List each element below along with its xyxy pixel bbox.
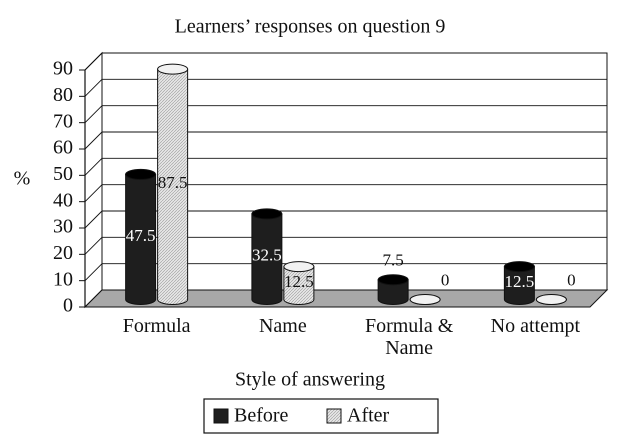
x-axis-label: Style of answering (235, 369, 385, 391)
y-tick-label: 20 (53, 242, 73, 264)
grid-line-side (84, 131, 103, 150)
legend-box (203, 398, 439, 434)
x-tick-label: No attempt (490, 315, 581, 337)
legend-label: Before (234, 405, 289, 427)
grid-line-side (84, 237, 103, 255)
bar (377, 279, 409, 305)
grid-line-side (84, 105, 103, 123)
y-tick-label: 50 (53, 163, 73, 185)
data-label: 7.5 (383, 251, 404, 270)
bar-top (157, 63, 189, 75)
bar (157, 68, 189, 305)
left-wall (84, 51, 103, 309)
bar (125, 173, 157, 305)
bar-top (377, 274, 409, 286)
bar-top (503, 261, 535, 273)
grid-line-side (84, 79, 103, 97)
grid-line-side (84, 210, 103, 229)
bar-top (283, 261, 315, 273)
y-tick-label: 40 (53, 189, 73, 211)
y-tick-label: 80 (53, 84, 73, 106)
y-tick-label: 0 (63, 295, 73, 317)
floor (83, 289, 609, 308)
bar (283, 266, 315, 305)
legend-label: After (347, 405, 390, 427)
data-label: 12.5 (505, 272, 535, 291)
data-label: 0 (567, 270, 576, 289)
data-label: 47.5 (126, 226, 156, 245)
grid-line-side (84, 184, 103, 202)
y-tick-label: 10 (53, 268, 73, 290)
bar-top (409, 294, 441, 305)
x-tick-label: Formula & Name (364, 315, 454, 359)
bar-top (535, 294, 567, 305)
legend-swatch (326, 408, 342, 424)
data-label: 12.5 (284, 272, 314, 291)
y-tick-label: 60 (53, 137, 73, 159)
bar-top (251, 208, 283, 220)
data-label: 87.5 (158, 173, 188, 192)
y-tick-label: 30 (53, 216, 73, 238)
chart-title: Learners’ responses on question 9 (175, 16, 446, 38)
grid-line-side (84, 158, 103, 176)
data-label: 32.5 (252, 246, 282, 265)
bar-top (125, 168, 157, 180)
y-axis-label: % (14, 168, 31, 190)
bar (503, 266, 535, 305)
grid-line-side (84, 263, 103, 281)
x-tick-label: Name (258, 315, 307, 337)
y-tick-label: 70 (53, 110, 73, 132)
data-label: 0 (441, 270, 450, 289)
x-tick-label: Formula (122, 315, 191, 337)
y-tick-label: 90 (53, 58, 73, 80)
grid-line-side (84, 52, 103, 71)
legend-swatch (213, 408, 229, 424)
bar (251, 213, 283, 305)
